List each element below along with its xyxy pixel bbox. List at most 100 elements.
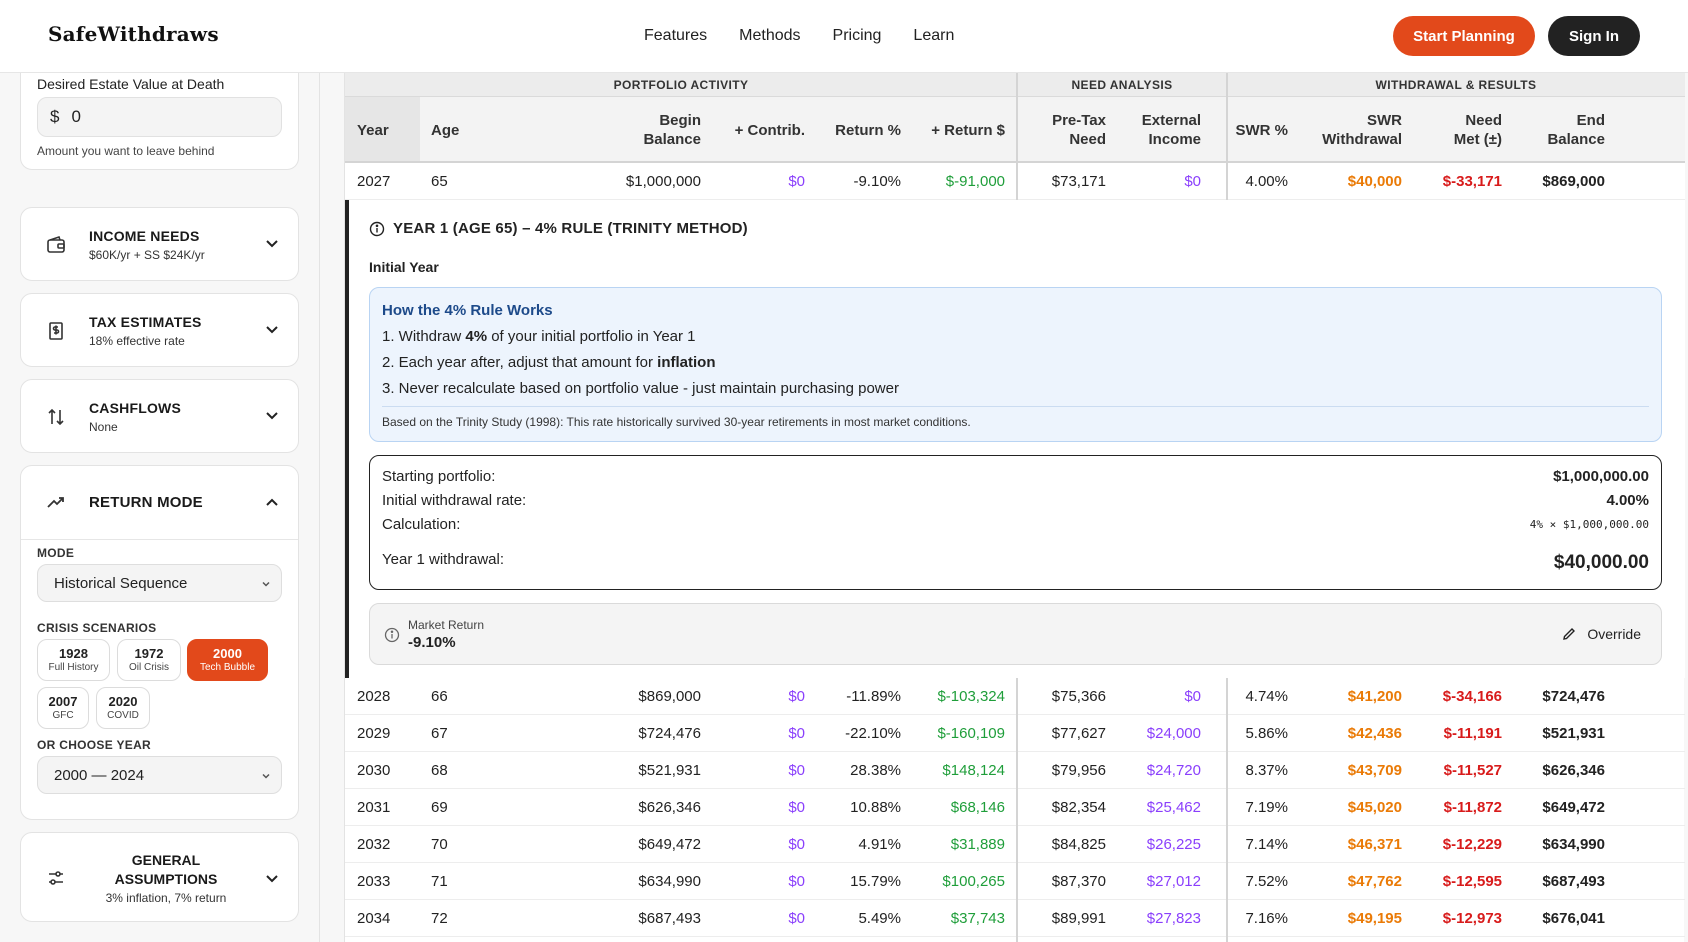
- scenario-chip-1928[interactable]: 1928 Full History: [37, 639, 110, 681]
- scenario-year: 2000: [213, 646, 242, 661]
- cell-external-income: $0: [1184, 173, 1201, 190]
- info-icon: [369, 221, 385, 236]
- scenario-year: 2007: [48, 694, 78, 709]
- general-assumptions-section[interactable]: GENERAL ASSUMPTIONS 3% inflation, 7% ret…: [20, 832, 299, 922]
- cell-return-pct: -9.10%: [853, 173, 901, 190]
- cell-pretax-need: $84,825: [1051, 836, 1106, 853]
- return-mode-header[interactable]: RETURN MODE: [21, 466, 298, 540]
- col-header-contrib[interactable]: + Contrib.: [734, 121, 805, 139]
- rule-title: How the 4% Rule Works: [382, 302, 553, 319]
- col-header-pretax-need[interactable]: Pre-Tax Need: [1052, 112, 1106, 148]
- estate-card: Desired Estate Value at Death $ 0 Amount…: [20, 73, 299, 170]
- nav-methods-link[interactable]: Methods: [739, 27, 801, 44]
- cell-need-met: $-12,973: [1442, 910, 1502, 927]
- cell-end-balance: $676,041: [1542, 910, 1605, 927]
- chevron-up-icon: [266, 498, 278, 506]
- cell-external-income: $24,720: [1146, 762, 1201, 779]
- cell-swr-withdrawal: $40,000: [1347, 173, 1402, 190]
- trending-up-icon: [45, 492, 67, 514]
- cell-end-balance: $634,990: [1542, 836, 1605, 853]
- col-header-swr-pct[interactable]: SWR %: [1235, 121, 1289, 139]
- table-row[interactable]: 2033 71 $634,990 $0 15.79% $100,265 $87,370 $27…: [345, 863, 1685, 900]
- cell-need-met: $-12,229: [1442, 836, 1502, 853]
- col-header-begin-balance[interactable]: Begin Balance: [643, 112, 701, 148]
- cell-contrib: $0: [788, 836, 805, 853]
- cell-year: 2031: [357, 799, 391, 816]
- table-row[interactable]: 2034 72 $687,493 $0 5.49% $37,743 $89,991 $27,8…: [345, 900, 1685, 937]
- market-return-box: Market Return -9.10% Override: [369, 603, 1662, 665]
- year1-withdrawal-label: Year 1 withdrawal:: [382, 551, 505, 568]
- nav-learn-link[interactable]: Learn: [913, 27, 955, 44]
- withdrawal-table: PORTFOLIO ACTIVITY NEED ANALYSIS WITHDRA…: [344, 73, 1685, 942]
- group-separator: [1016, 73, 1018, 200]
- nav-features-link[interactable]: Features: [644, 27, 708, 44]
- cashflows-section[interactable]: CASHFLOWS None: [20, 379, 299, 453]
- table-row[interactable]: 2030 68 $521,931 $0 28.38% $148,124 $79,956 $24…: [345, 752, 1685, 789]
- cell-pretax-need: $75,366: [1051, 688, 1106, 705]
- cell-need-met: $-11,527: [1443, 762, 1502, 779]
- cell-begin-balance: $724,476: [638, 725, 701, 742]
- nav-pricing-link[interactable]: Pricing: [832, 27, 882, 44]
- sign-in-button[interactable]: Sign In: [1548, 16, 1640, 56]
- calculation-box: Starting portfolio: $1,000,000.00 Initia…: [369, 455, 1662, 590]
- cell-age: 66: [431, 688, 448, 705]
- cell-swr-withdrawal: $42,436: [1347, 725, 1402, 742]
- scenario-year: 1972: [134, 646, 164, 661]
- year1-withdrawal-value: $40,000.00: [1553, 552, 1649, 573]
- chevron-down-icon: [266, 875, 278, 883]
- scenario-label: Full History: [48, 662, 99, 673]
- cell-return-dollar: $68,146: [950, 799, 1005, 816]
- chevron-down-icon: [266, 412, 278, 420]
- cell-external-income: $27,012: [1146, 873, 1201, 890]
- col-header-year[interactable]: Year: [357, 121, 389, 139]
- income-needs-section[interactable]: INCOME NEEDS $60K/yr + SS $24K/yr: [20, 207, 299, 281]
- cell-return-pct: 10.88%: [850, 799, 901, 816]
- cell-year: 2028: [357, 688, 391, 705]
- col-header-end-balance[interactable]: End Balance: [1547, 112, 1605, 148]
- cell-return-dollar: $-91,000: [945, 173, 1005, 190]
- col-header-need-met[interactable]: Need Met (±): [1453, 112, 1502, 148]
- col-header-external-income[interactable]: External Income: [1141, 112, 1201, 148]
- withdrawal-rate-value: 4.00%: [1606, 492, 1649, 509]
- tax-estimates-section[interactable]: TAX ESTIMATES 18% effective rate: [20, 293, 299, 367]
- cell-need-met: $-11,872: [1443, 799, 1502, 816]
- cell-return-dollar: $31,889: [950, 836, 1005, 853]
- settings-sidebar[interactable]: Desired Estate Value at Death $ 0 Amount…: [0, 73, 320, 942]
- table-row[interactable]: 2029 67 $724,476 $0 -22.10% $-160,109 $77,627 $…: [345, 715, 1685, 752]
- divider: [382, 406, 1649, 407]
- cell-age: 65: [431, 173, 448, 190]
- mode-select[interactable]: Historical Sequence: [37, 564, 282, 602]
- col-header-age[interactable]: Age: [431, 121, 460, 139]
- table-header-row: Year Age Begin Balance + Contrib. Return …: [345, 97, 1685, 163]
- scenario-chip-2000[interactable]: 2000 Tech Bubble: [187, 639, 268, 681]
- cell-swr-withdrawal: $41,200: [1347, 688, 1402, 705]
- col-header-return-pct[interactable]: Return %: [835, 121, 901, 139]
- start-planning-button[interactable]: Start Planning: [1393, 16, 1535, 56]
- override-label: Override: [1587, 626, 1641, 642]
- scenario-label: GFC: [52, 710, 74, 721]
- brand-logo[interactable]: SafeWithdraws: [48, 22, 219, 46]
- cell-year: 2033: [357, 873, 391, 890]
- mode-select-value: Historical Sequence: [54, 574, 188, 592]
- cell-pretax-need: $73,171: [1051, 173, 1106, 190]
- cell-year: 2032: [357, 836, 391, 853]
- col-header-return-dollar[interactable]: + Return $: [931, 121, 1005, 139]
- info-icon: [384, 627, 400, 643]
- year-detail-panel: YEAR 1 (AGE 65) – 4% RULE (TRINITY METHO…: [345, 200, 1685, 678]
- scenario-chip-2007[interactable]: 2007 GFC: [37, 687, 89, 729]
- table-row[interactable]: 2032 70 $649,472 $0 4.91% $31,889 $84,825 $26,2…: [345, 826, 1685, 863]
- choose-year-select[interactable]: 2000 — 2024: [37, 756, 282, 794]
- table-row[interactable]: 2028 66 $869,000 $0 -11.89% $-103,324 $75,366 $…: [345, 678, 1685, 715]
- override-button[interactable]: Override: [1561, 626, 1641, 642]
- col-header-swr-withdrawal[interactable]: SWR Withdrawal: [1322, 112, 1402, 148]
- title-line-1: GENERAL: [131, 852, 201, 868]
- scenario-chip-2020[interactable]: 2020 COVID: [96, 687, 150, 729]
- group-separator: [1226, 73, 1228, 200]
- withdrawal-rate-label: Initial withdrawal rate:: [382, 492, 527, 509]
- table-row[interactable]: 2031 69 $626,346 $0 10.88% $68,146 $82,354 $25,…: [345, 789, 1685, 826]
- estate-value-input[interactable]: $ 0: [37, 97, 282, 137]
- table-row-2027-expanded[interactable]: 2027 65 $1,000,000 $0 -9.10% $-91,000 $7…: [345, 163, 1685, 200]
- cell-contrib: $0: [788, 762, 805, 779]
- scenario-chip-1972[interactable]: 1972 Oil Crisis: [117, 639, 181, 681]
- cell-return-pct: 4.91%: [858, 836, 901, 853]
